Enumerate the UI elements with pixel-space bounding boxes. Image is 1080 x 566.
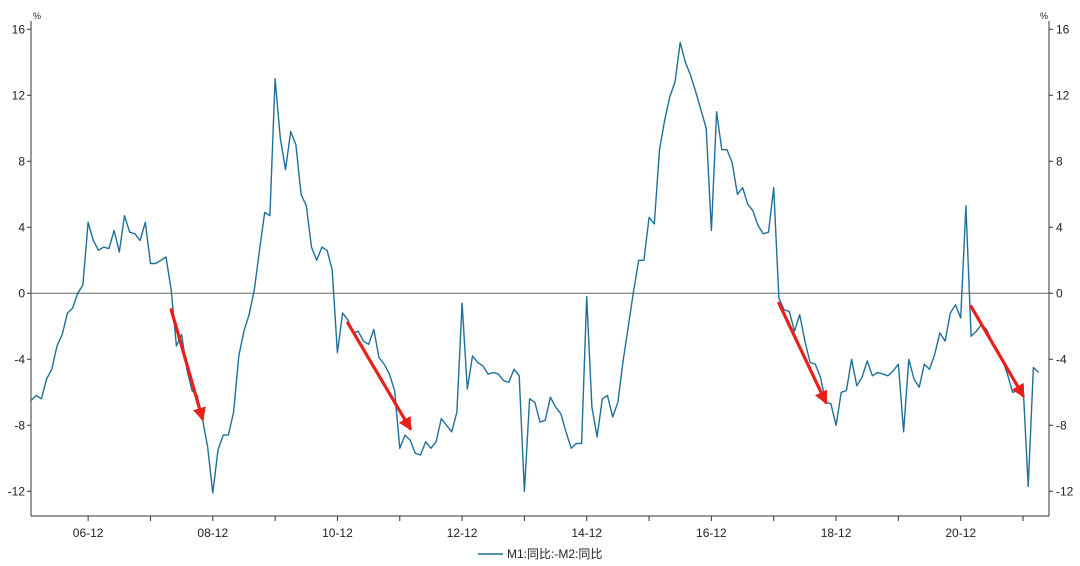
x-tick-label: 18-12 [821,526,852,540]
y-tick-label-right: -4 [1056,352,1067,366]
y-tick-label-left: 12 [12,88,26,102]
red-arrow [346,321,412,431]
y-tick-label-left: -4 [14,352,25,366]
series-line [30,41,1040,494]
x-tick-label: 06-12 [73,526,104,540]
red-arrow [169,308,206,422]
y-tick-label-right: 8 [1056,154,1063,168]
x-tick-label: 12-12 [447,526,478,540]
legend: M1:同比:-M2:同比 [478,547,602,561]
y-tick-label-right: -12 [1056,484,1074,498]
y-tick-label-left: -12 [8,484,26,498]
y-tick-label-right: -8 [1056,418,1067,432]
y-tick-label-left: 8 [18,154,25,168]
y-tick-label-left: 4 [18,220,25,234]
y-tick-label-right: 0 [1056,286,1063,300]
annotation-arrows [169,301,1025,431]
y-tick-label-right: 16 [1056,22,1070,36]
red-arrow [777,301,828,405]
plot-frame [30,21,1050,517]
y-tick-label-right: 4 [1056,220,1063,234]
x-ticks: 06-12 08-12 10-12 12-12 14-12 16-12 18-12 20-12 [73,516,1024,540]
y-tick-label-left: 16 [12,22,26,36]
y-tick-label-left: 0 [18,286,25,300]
legend-label: M1:同比:-M2:同比 [507,547,602,561]
x-tick-label: 10-12 [322,526,353,540]
y-unit-right: % [1040,11,1048,21]
x-tick-label: 20-12 [945,526,976,540]
y-tick-label-left: -8 [14,418,25,432]
y-unit-left: % [33,11,41,21]
y-ticks: 16 16 12 12 8 8 4 4 0 0 -4 -4 -8 -8 -12 -12 [8,22,1074,498]
y-tick-label-right: 12 [1056,88,1070,102]
x-tick-label: 08-12 [197,526,228,540]
x-tick-label: 14-12 [571,526,602,540]
x-tick-label: 16-12 [696,526,727,540]
red-arrow [969,304,1025,398]
